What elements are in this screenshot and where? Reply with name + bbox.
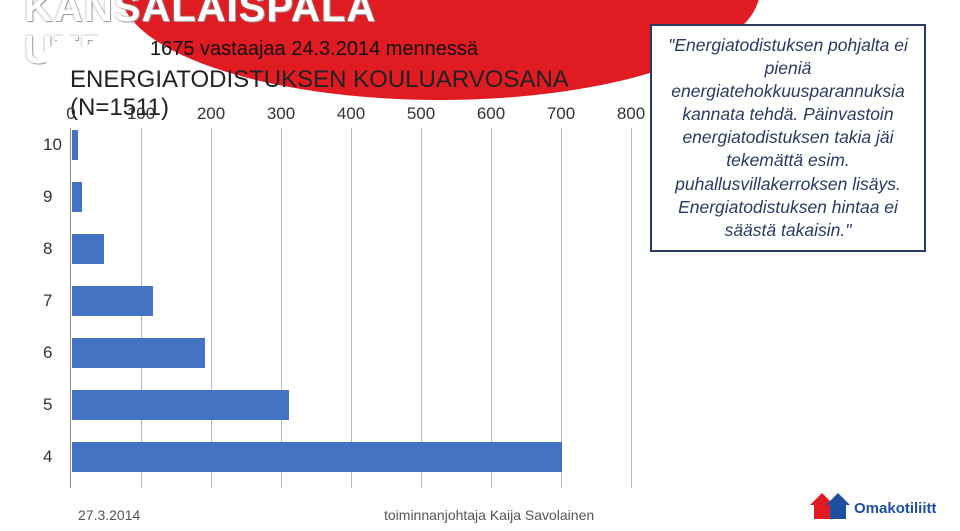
footer-role: toiminnanjohtaja Kaija Savolainen [384,507,594,523]
gridline [211,128,212,488]
x-tick: 200 [197,104,225,124]
y-tick: 4 [43,447,52,467]
bar [72,234,104,264]
bar [72,130,78,160]
y-tick: 5 [43,395,52,415]
footer-date: 27.3.2014 [78,507,140,523]
gridline [631,128,632,488]
subtitle: 1675 vastaajaa 24.3.2014 mennessä [150,38,478,61]
bar [72,338,205,368]
bar [72,442,562,472]
gridline [561,128,562,488]
footer-logo-text: Omakotiliitto [854,500,936,517]
plot-area: 0 100 200 300 400 500 600 700 800 10 9 8… [70,128,631,488]
x-tick: 800 [617,104,645,124]
bar [72,182,82,212]
x-tick: 600 [477,104,505,124]
y-tick: 9 [43,187,52,207]
gridline [491,128,492,488]
y-tick: 8 [43,239,52,259]
gridline [351,128,352,488]
x-tick: 700 [547,104,575,124]
chart-title-line1: ENERGIATODISTUKSEN KOULUARVOSANA [70,66,569,93]
bar [72,390,289,420]
bar-chart: 0 100 200 300 400 500 600 700 800 10 9 8… [70,128,635,508]
quote-callout: "Energiatodistuksen pohjalta ei pieniä e… [650,24,926,252]
y-tick: 7 [43,291,52,311]
x-tick: 300 [267,104,295,124]
bar [72,286,153,316]
x-tick: 100 [127,104,155,124]
x-tick: 500 [407,104,435,124]
footer-logo: Omakotiliitto [804,479,936,525]
y-tick: 6 [43,343,52,363]
gridline [421,128,422,488]
gridline [281,128,282,488]
y-tick: 10 [43,135,62,155]
x-tick: 0 [66,104,75,124]
x-tick: 400 [337,104,365,124]
